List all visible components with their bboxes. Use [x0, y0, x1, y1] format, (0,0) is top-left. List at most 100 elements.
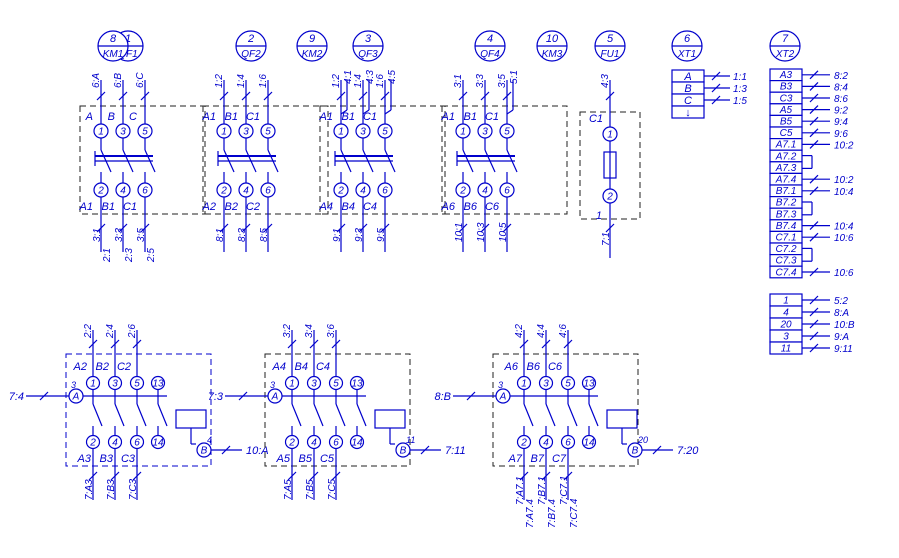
phase-label: A1	[441, 111, 455, 123]
terminal-label: A7.2	[775, 151, 797, 162]
phase-label: C1	[485, 111, 499, 123]
breaker-qf1: 1QF16:AA12A13:12:16:BB34B13:32:36:CC56C1…	[79, 30, 206, 263]
terminal-number: B	[632, 446, 639, 457]
wire-tick	[380, 223, 390, 233]
wire-tick	[563, 471, 573, 481]
device-number: 6	[684, 33, 691, 45]
wire-tick	[221, 445, 231, 455]
terminal-label: A	[683, 71, 691, 83]
terminal-label: C7.3	[775, 256, 797, 267]
terminal-label: B	[684, 83, 691, 95]
terminal-number: 5	[382, 127, 388, 138]
terminal-number: 5	[142, 127, 148, 138]
terminal-label: A7.3	[775, 163, 797, 174]
wire-tick	[309, 339, 319, 349]
wire-tick	[711, 95, 721, 105]
terminal-number: 2	[97, 186, 104, 197]
terminal-circle	[538, 434, 554, 450]
phase-label: C5	[320, 453, 335, 465]
wire-label: 7:C7.1	[559, 476, 570, 505]
wire-tick	[118, 91, 128, 101]
contactor-km2: 9KM23:2A412A57:A53:4B434B57:B53:6C456C57…	[208, 30, 466, 500]
wire-label: 10:5	[498, 222, 509, 242]
wire-label: 5:2	[834, 296, 848, 307]
wire-label: 2:1	[102, 248, 113, 263]
wire-label: 7:A7.4	[525, 499, 536, 528]
phase-label: B2	[225, 201, 238, 213]
wire-label: 10:1	[454, 223, 465, 242]
terminal-label: 3	[783, 332, 789, 343]
wire-tick	[358, 223, 368, 233]
terminal-number: 5	[565, 379, 571, 390]
phase-label: A6	[441, 201, 456, 213]
wire	[340, 109, 348, 115]
wire-label: 6:A	[91, 73, 102, 88]
breaker-frame	[441, 105, 568, 215]
terminal-number: A	[499, 392, 507, 403]
terminal-circle	[85, 434, 101, 450]
terminal-number: 4	[112, 438, 118, 449]
phase-label: B1	[342, 111, 355, 123]
wire-label: 1:3	[733, 84, 747, 95]
terminal-number: 14	[583, 438, 595, 449]
breaker-frame	[79, 105, 206, 215]
phase-label: B2	[96, 361, 109, 373]
terminal-circle	[85, 375, 101, 391]
phase-label: C2	[246, 201, 260, 213]
wire-tick	[309, 471, 319, 481]
wire-tick	[809, 267, 819, 277]
terminal-number: 4	[482, 186, 488, 197]
wire-tick	[809, 116, 819, 126]
wire-label: 4:2	[514, 324, 525, 338]
wire	[92, 403, 103, 427]
wire-label: 7:A3	[84, 479, 95, 500]
wire-tick	[263, 223, 273, 233]
wire-tick	[466, 391, 476, 401]
device-name: QF4	[480, 49, 500, 60]
device-number: 7	[782, 33, 789, 45]
wire-label: 10:4	[834, 222, 854, 233]
wire-tick	[241, 91, 251, 101]
phase-label: B6	[464, 201, 478, 213]
wire-tick	[140, 223, 150, 233]
terminal-circle	[150, 434, 166, 450]
wire-tick	[132, 471, 142, 481]
wire-label: 8:A	[834, 308, 849, 319]
phase-label: A2	[202, 201, 216, 213]
wire-tick	[219, 91, 229, 101]
wire-label: 9:11	[834, 344, 853, 355]
wire-label: 10:3	[476, 222, 487, 242]
wire-tick	[458, 91, 468, 101]
wire-tick	[809, 343, 819, 353]
terminal-circle	[150, 375, 166, 391]
wire-label: 9:5	[376, 228, 387, 242]
contactor-frame	[65, 353, 212, 467]
wire-label: 7:20	[677, 445, 699, 457]
terminal-circle	[516, 375, 532, 391]
terminal-number: 6	[565, 438, 571, 449]
terminal-number: 6	[134, 438, 140, 449]
device-name: KM2	[302, 49, 323, 60]
wire-label: 9:A	[834, 332, 849, 343]
device-number: 3	[365, 33, 372, 45]
wire	[313, 403, 324, 427]
wire-label: 1:1	[733, 72, 747, 83]
wire-label: 9:2	[834, 106, 848, 117]
terminal-label: C3	[780, 93, 793, 104]
wire-tick	[263, 91, 273, 101]
terminal-label: B7.2	[776, 198, 797, 209]
terminal-label: 1	[783, 296, 789, 307]
wire-label: 10:A	[246, 445, 269, 457]
terminal-circle	[538, 375, 554, 391]
wire-tick	[809, 221, 819, 231]
wire-label: 8:4	[834, 82, 848, 93]
wire-label: 8:3	[237, 228, 248, 242]
wire-label: 4:5	[387, 70, 398, 84]
terminal-number: 3	[482, 127, 488, 138]
phase-label: C4	[316, 361, 330, 373]
wire-tick	[809, 319, 819, 329]
wire-label: 10:6	[834, 233, 854, 244]
terminal-number: 1	[338, 127, 344, 138]
wire-label: 8:2	[834, 71, 848, 82]
